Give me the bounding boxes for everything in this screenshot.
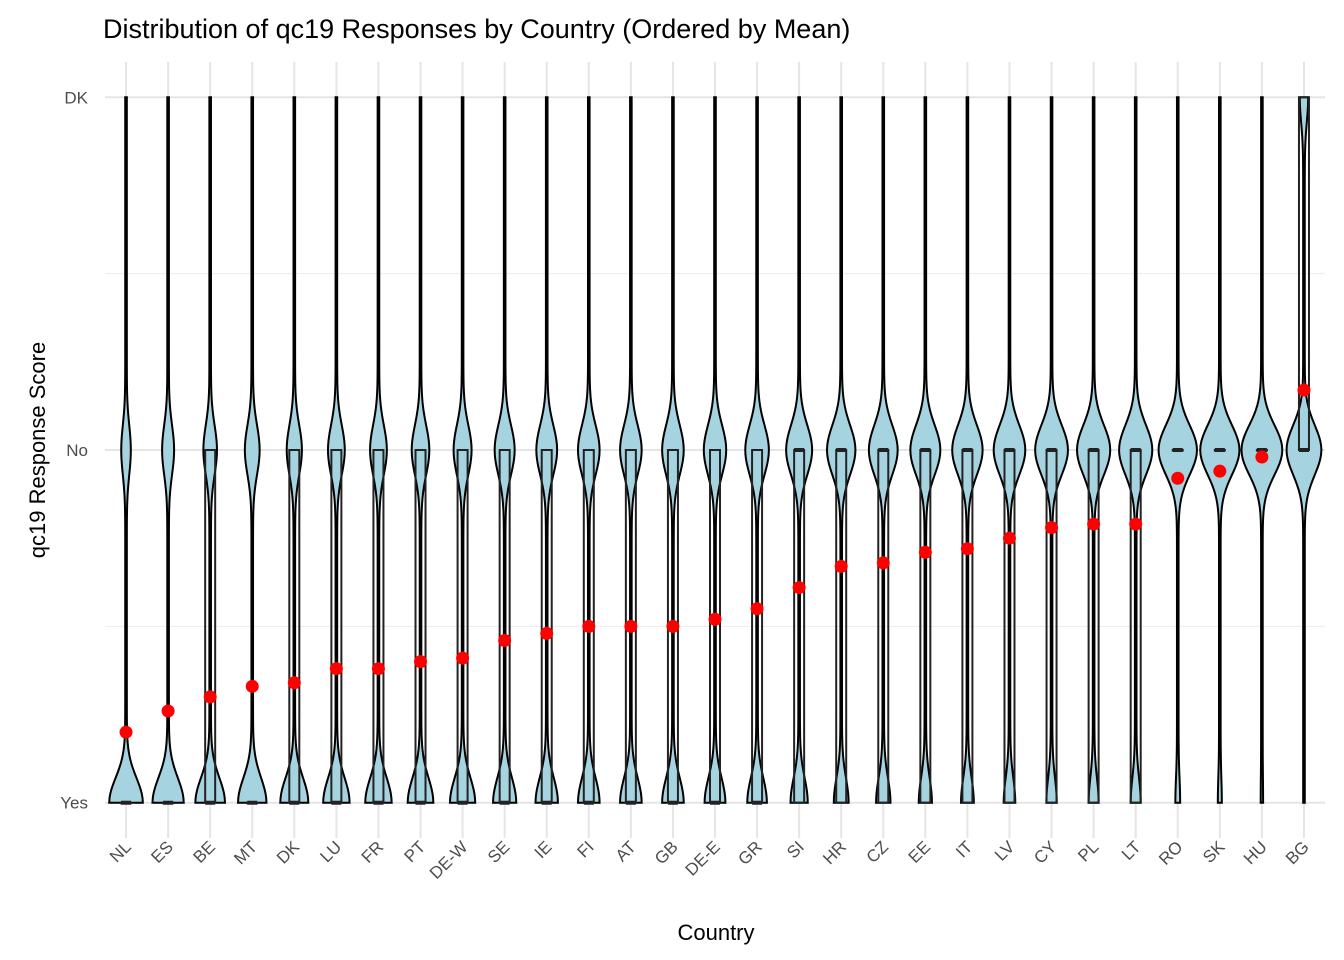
mean-point: [414, 655, 428, 669]
x-tick-label: DK: [273, 837, 304, 868]
x-tick-label: SE: [484, 837, 513, 866]
chart-title: Distribution of qc19 Responses by Countr…: [103, 14, 850, 44]
mean-point: [834, 559, 848, 573]
mean-point: [161, 704, 175, 718]
mean-point: [792, 581, 806, 595]
x-tick-label: FR: [358, 837, 387, 866]
mean-point: [287, 676, 301, 690]
x-tick-label: LT: [1118, 837, 1145, 864]
mean-point: [918, 545, 932, 559]
x-tick-label: FI: [574, 837, 598, 861]
violin: [151, 96, 185, 804]
x-tick-label: BG: [1282, 837, 1313, 868]
x-tick-label: CZ: [863, 837, 892, 866]
mean-point: [371, 662, 385, 676]
mean-point: [1255, 450, 1269, 464]
x-tick-label: EE: [905, 837, 934, 866]
mean-point: [540, 626, 554, 640]
x-tick-label: LV: [991, 837, 1019, 865]
mean-point: [203, 690, 217, 704]
x-tick-label: PT: [401, 837, 430, 866]
mean-point: [876, 556, 890, 570]
violin: [236, 96, 268, 804]
mean-point: [960, 542, 974, 556]
mean-point: [498, 633, 512, 647]
x-tick-label: MT: [230, 837, 261, 868]
x-tick-label: PL: [1074, 837, 1102, 865]
y-axis-title: qc19 Response Score: [25, 342, 50, 558]
x-tick-label: AT: [612, 837, 640, 865]
x-tick-label: SK: [1199, 837, 1229, 867]
x-tick-label: GR: [734, 837, 765, 868]
mean-point: [1129, 517, 1143, 531]
x-tick-label: GB: [651, 837, 682, 868]
x-tick-label: NL: [106, 837, 135, 866]
x-tick-label: IE: [531, 837, 556, 862]
y-tick-label: Yes: [60, 794, 88, 813]
mean-point: [1045, 521, 1059, 535]
y-tick-label: DK: [64, 88, 88, 107]
mean-point: [582, 619, 596, 633]
x-tick-label: DE-E: [682, 837, 724, 879]
mean-point: [1087, 517, 1101, 531]
x-tick-label: HR: [819, 837, 850, 868]
x-axis-title: Country: [677, 920, 754, 945]
mean-point: [456, 651, 470, 665]
mean-point: [624, 619, 638, 633]
mean-point: [1002, 531, 1016, 545]
mean-point: [750, 602, 764, 616]
mean-point: [708, 612, 722, 626]
x-tick-label: RO: [1155, 837, 1186, 868]
x-tick-label: HU: [1240, 837, 1271, 868]
x-tick-label: SI: [783, 837, 808, 862]
mean-point: [666, 619, 680, 633]
x-tick-label: BE: [190, 837, 219, 866]
violin: [108, 96, 144, 804]
x-tick-label: CY: [1030, 837, 1060, 867]
mean-point: [1297, 383, 1311, 397]
mean-point: [119, 725, 133, 739]
mean-point: [245, 679, 259, 693]
mean-point: [1213, 464, 1227, 478]
mean-point: [329, 662, 343, 676]
x-tick-label: ES: [147, 837, 176, 866]
x-tick-label: DE-W: [426, 837, 471, 882]
y-tick-label: No: [66, 441, 88, 460]
x-tick-label: IT: [952, 837, 976, 861]
x-tick-label: LU: [316, 837, 345, 866]
mean-point: [1171, 471, 1185, 485]
